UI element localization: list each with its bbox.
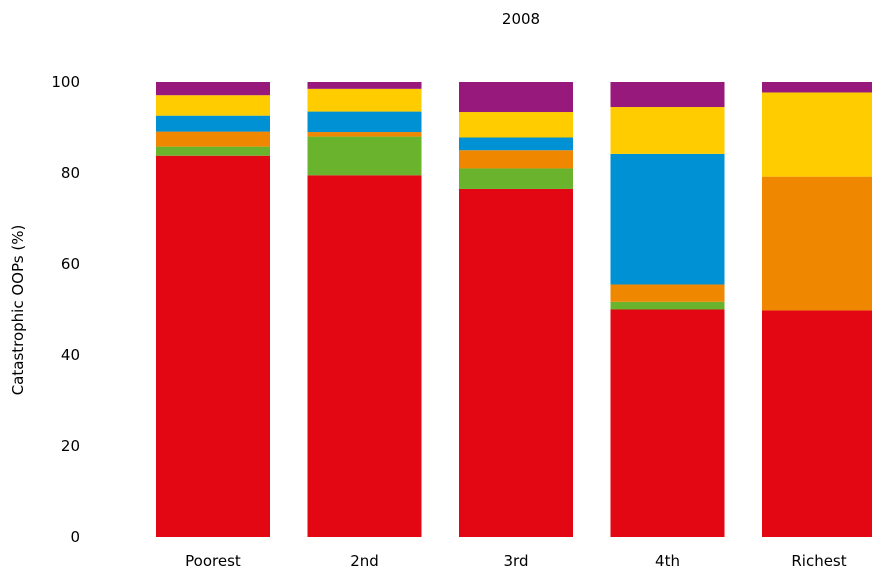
x-category-label: 3rd [504, 552, 529, 570]
bar-segment [459, 188, 573, 538]
bar-segment [762, 176, 872, 311]
bar-segment [459, 137, 573, 151]
bars [156, 82, 872, 538]
bar-segment [762, 92, 872, 177]
bar-segment [156, 115, 270, 132]
y-tick-label: 100 [51, 73, 80, 91]
bar-segment [307, 88, 422, 112]
y-axis-ticks: 0 20 40 60 80 100 [51, 73, 80, 546]
y-axis-label: Catastrophic OOPs (%) [9, 225, 27, 396]
y-tick-label: 40 [61, 346, 80, 364]
x-category-label: 2nd [350, 552, 379, 570]
y-tick-label: 60 [61, 255, 80, 273]
bar-segment [459, 82, 573, 113]
chart-title: 2008 [502, 10, 540, 28]
bar-segment [307, 175, 422, 537]
bar-segment [459, 112, 573, 138]
bar-segment [459, 168, 573, 189]
bar-segment [307, 82, 422, 89]
bar-segment [762, 310, 872, 537]
bar-segment [156, 146, 270, 156]
x-category-label: Richest [791, 552, 846, 570]
bar-segment [307, 111, 422, 133]
bar-segment [610, 82, 725, 108]
bar-segment [156, 82, 270, 96]
bar-segment [762, 82, 872, 93]
bar-segment [610, 153, 725, 285]
bar-segment [610, 107, 725, 154]
x-category-label: Poorest [185, 552, 241, 570]
bar-segment [610, 284, 725, 302]
bar-segment [307, 132, 422, 137]
bar-segment [307, 136, 422, 176]
y-tick-label: 80 [61, 164, 80, 182]
y-tick-label: 20 [61, 437, 80, 455]
bar-segment [610, 301, 725, 310]
bar-segment [156, 131, 270, 147]
x-category-label: 4th [655, 552, 680, 570]
bar-segment [459, 150, 573, 169]
y-tick-label: 0 [70, 528, 80, 546]
bar-segment [610, 309, 725, 537]
x-axis-categories: Poorest 2nd 3rd 4th Richest [185, 552, 847, 570]
bar-segment [156, 155, 270, 537]
bar-segment [156, 95, 270, 116]
